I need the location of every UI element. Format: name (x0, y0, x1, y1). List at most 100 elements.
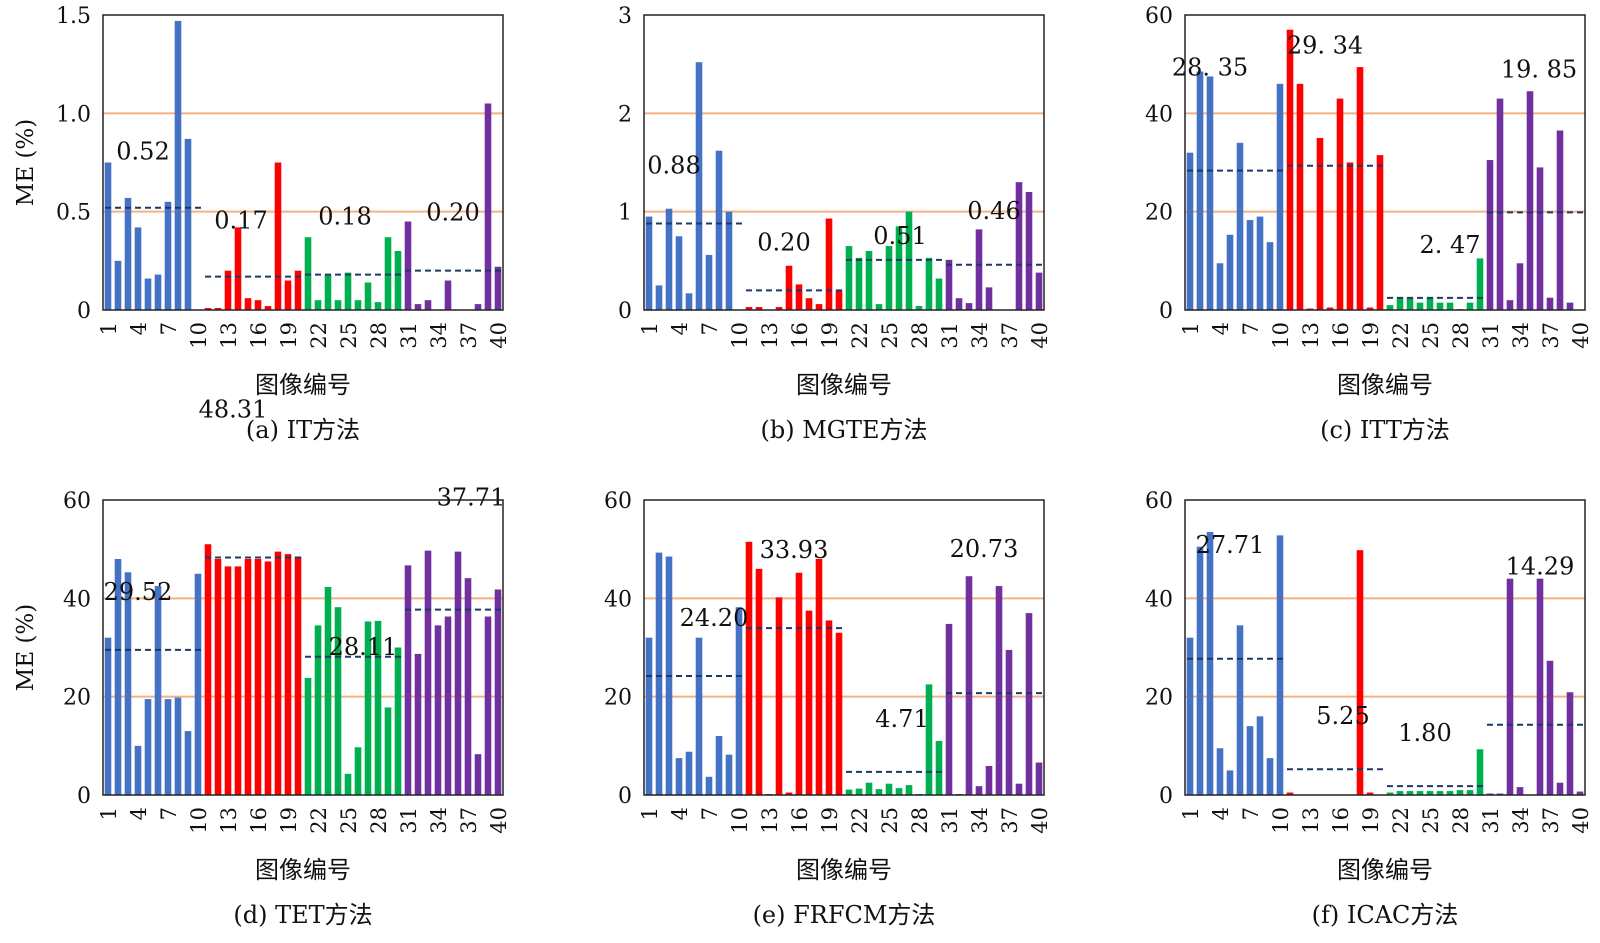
bar (1196, 71, 1204, 311)
x-tick-label: 31 (1479, 322, 1503, 349)
bar (1546, 297, 1554, 310)
bar (725, 754, 733, 795)
x-tick-label: 40 (1569, 322, 1593, 349)
bar (1206, 531, 1214, 795)
x-tick-label: 34 (427, 322, 451, 349)
bar (705, 776, 713, 795)
y-tick-label: 20 (1145, 686, 1173, 711)
x-tick-label: 40 (1028, 807, 1052, 834)
bar (294, 556, 302, 795)
mean-value-label: 0.88 (647, 151, 700, 179)
y-tick-label: 20 (1145, 201, 1173, 226)
x-tick-label: 1 (97, 322, 121, 335)
bar (885, 246, 893, 310)
bar (304, 677, 312, 795)
bar (444, 280, 452, 310)
bar (815, 559, 823, 795)
bar (1366, 792, 1374, 795)
x-tick-label: 25 (1419, 322, 1443, 349)
y-tick-label: 0 (1159, 299, 1173, 324)
x-tick-label: 7 (157, 807, 181, 820)
bar (1236, 625, 1244, 795)
x-tick-label: 16 (788, 807, 812, 834)
bar (484, 616, 492, 795)
bar (675, 758, 683, 795)
bar (394, 647, 402, 795)
x-tick-label: 31 (397, 322, 421, 349)
mean-value-label: 0.46 (967, 197, 1020, 225)
mean-value-label: 0.20 (757, 228, 810, 256)
x-tick-label: 28 (1449, 322, 1473, 349)
bar (925, 684, 933, 795)
bar (314, 625, 322, 795)
bar (184, 138, 192, 310)
bar (1356, 67, 1364, 310)
bar (1266, 242, 1274, 310)
bar (1556, 130, 1564, 310)
bar (955, 298, 963, 310)
bar (454, 551, 462, 795)
bar (775, 597, 783, 795)
x-tick-label: 40 (487, 322, 511, 349)
y-tick-label: 0.5 (56, 201, 91, 226)
bar (1186, 152, 1194, 310)
bar (805, 298, 813, 310)
bar (144, 699, 152, 795)
y-tick-label: 60 (1145, 4, 1173, 29)
bar (424, 550, 432, 795)
x-tick-label: 16 (247, 807, 271, 834)
bar (695, 62, 703, 311)
bar (925, 257, 933, 310)
x-tick-label: 10 (728, 322, 752, 349)
x-tick-label: 37 (998, 807, 1022, 834)
y-tick-label: 0 (618, 784, 632, 809)
y-tick-label: 1.0 (56, 102, 91, 127)
bar (394, 251, 402, 310)
x-tick-label: 16 (788, 322, 812, 349)
bar (144, 278, 152, 310)
bar (134, 745, 142, 795)
bar (284, 280, 292, 310)
x-axis-label: 图像编号 (796, 371, 892, 399)
y-tick-label: 0 (1159, 784, 1173, 809)
bar (274, 162, 282, 310)
bar (1286, 29, 1294, 310)
bar (254, 300, 262, 310)
x-tick-label: 7 (1239, 807, 1263, 820)
bar (715, 150, 723, 310)
bar (845, 789, 853, 795)
x-tick-label: 22 (848, 322, 872, 349)
bar (1376, 155, 1384, 310)
bar (935, 740, 943, 795)
mean-value-label: 0.52 (116, 138, 169, 166)
y-axis-label: ME (%) (13, 119, 39, 206)
bar (1566, 692, 1574, 795)
panel-caption: (e) FRFCM方法 (753, 901, 936, 929)
x-tick-label: 16 (1329, 322, 1353, 349)
bar (464, 578, 472, 795)
bar (1426, 297, 1434, 310)
x-tick-label: 40 (1569, 807, 1593, 834)
mean-value-label: 37.71 (437, 484, 506, 512)
x-tick-label: 37 (1539, 807, 1563, 834)
bar (715, 736, 723, 795)
bar (374, 620, 382, 795)
bar (865, 251, 873, 310)
bar (1506, 300, 1514, 310)
bar (154, 274, 162, 310)
bar (1186, 637, 1194, 795)
mean-value-label: 28.11 (329, 633, 398, 661)
x-tick-label: 19 (1359, 807, 1383, 834)
bar (154, 586, 162, 795)
bar (1326, 307, 1334, 310)
bar (334, 607, 342, 795)
bar (244, 298, 252, 310)
x-tick-label: 34 (427, 807, 451, 834)
x-tick-label: 37 (1539, 322, 1563, 349)
bar (1196, 546, 1204, 795)
x-tick-label: 10 (1269, 322, 1293, 349)
x-tick-label: 13 (217, 807, 241, 834)
x-tick-label: 13 (1299, 322, 1323, 349)
x-tick-label: 1 (638, 807, 662, 820)
